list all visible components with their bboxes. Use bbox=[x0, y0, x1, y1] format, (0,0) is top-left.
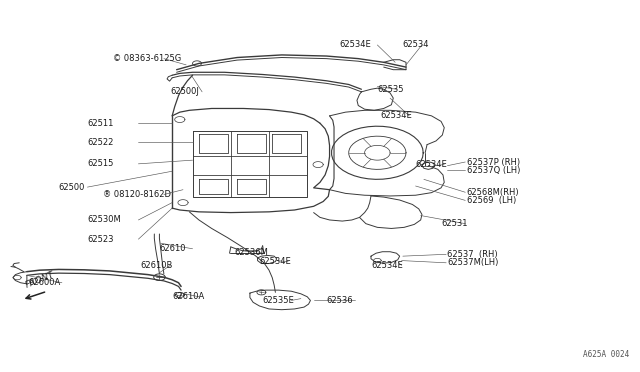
Text: 62534E: 62534E bbox=[259, 257, 291, 266]
Text: 62536: 62536 bbox=[326, 296, 353, 305]
Text: 62535E: 62535E bbox=[262, 296, 294, 305]
Text: 62537  (RH): 62537 (RH) bbox=[447, 250, 498, 259]
Text: 62537P (RH): 62537P (RH) bbox=[467, 157, 520, 167]
Text: 62515: 62515 bbox=[88, 159, 114, 169]
Text: 62610B: 62610B bbox=[140, 261, 173, 270]
Text: 62531: 62531 bbox=[441, 219, 468, 228]
Text: FRONT: FRONT bbox=[24, 270, 56, 290]
Text: 62523: 62523 bbox=[88, 235, 114, 244]
Text: 62534E: 62534E bbox=[371, 261, 403, 270]
Text: 62511: 62511 bbox=[88, 119, 114, 128]
Text: 62535: 62535 bbox=[378, 85, 404, 94]
Text: 62536M: 62536M bbox=[234, 248, 268, 257]
Text: 62534: 62534 bbox=[403, 41, 429, 49]
Text: 62534E: 62534E bbox=[381, 111, 412, 121]
Text: 62534E: 62534E bbox=[415, 160, 447, 169]
Text: 62534E: 62534E bbox=[339, 41, 371, 49]
Text: ® 08120-8162D: ® 08120-8162D bbox=[103, 190, 172, 199]
Text: © 08363-6125G: © 08363-6125G bbox=[113, 54, 181, 63]
Text: 62522: 62522 bbox=[88, 138, 114, 147]
Text: 62610: 62610 bbox=[159, 244, 186, 253]
Text: 62568M(RH): 62568M(RH) bbox=[467, 188, 519, 197]
Text: 62569  (LH): 62569 (LH) bbox=[467, 196, 516, 205]
Text: 62500J: 62500J bbox=[170, 87, 199, 96]
Text: 62600A: 62600A bbox=[28, 278, 60, 287]
Text: 62530M: 62530M bbox=[88, 215, 121, 224]
Text: 62537Q (LH): 62537Q (LH) bbox=[467, 166, 520, 174]
Text: A625A 0024: A625A 0024 bbox=[583, 350, 629, 359]
Text: 62537M(LH): 62537M(LH) bbox=[447, 258, 499, 267]
Text: 62500: 62500 bbox=[59, 183, 85, 192]
Text: 62610A: 62610A bbox=[172, 292, 204, 301]
